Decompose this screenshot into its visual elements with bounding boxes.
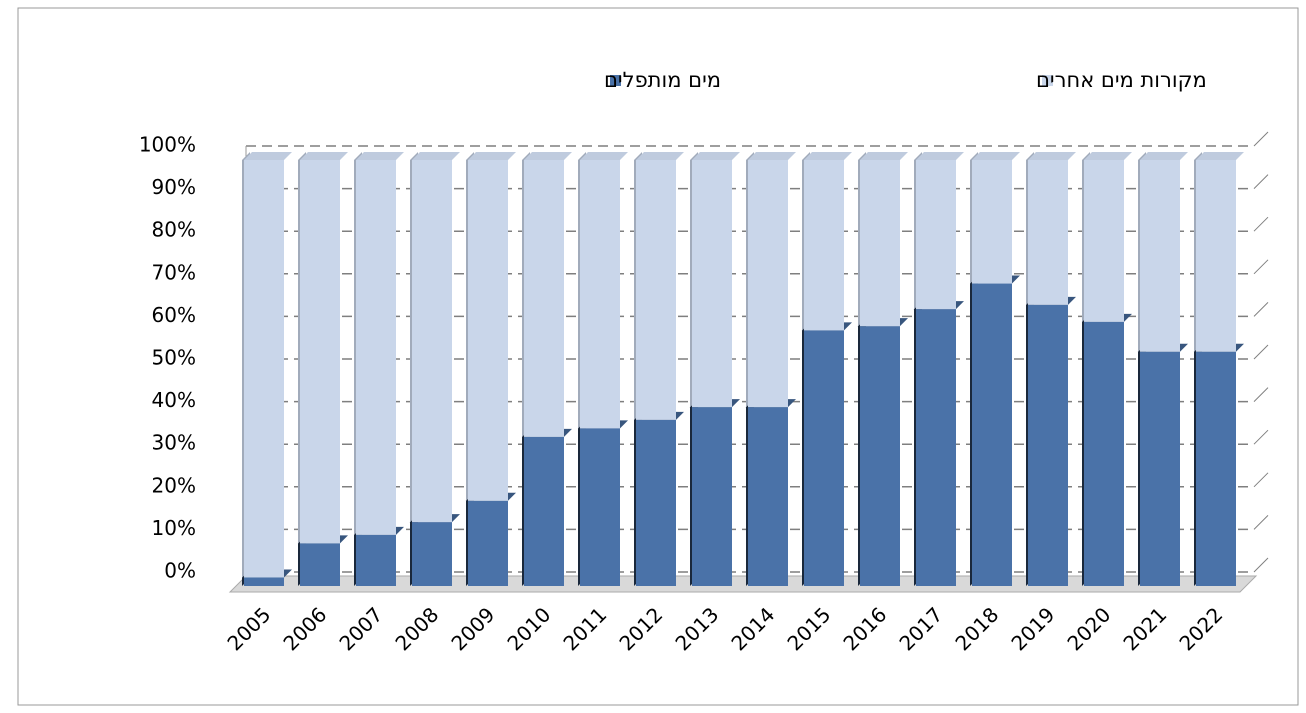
y-tick-label: 60%	[152, 303, 196, 327]
y-tick-label: 90%	[152, 175, 196, 199]
grid-line-side	[1253, 259, 1269, 275]
bar-top	[244, 152, 292, 160]
bar	[748, 160, 788, 408]
bar	[972, 160, 1012, 284]
bar	[580, 428, 620, 586]
bar	[300, 160, 340, 544]
bar-top	[580, 152, 628, 160]
bar-top	[1084, 152, 1132, 160]
bar-top	[1140, 152, 1188, 160]
bar-top	[692, 152, 740, 160]
bar	[468, 160, 508, 501]
legend-swatch	[610, 75, 621, 86]
y-tick-label: 40%	[152, 388, 196, 412]
bar-top	[1196, 152, 1244, 160]
bar	[412, 160, 452, 523]
y-tick-label: 100%	[139, 133, 196, 157]
grid-line-side	[1253, 174, 1269, 189]
y-tick-label: 10%	[152, 516, 196, 540]
y-tick-label: 50%	[152, 346, 196, 370]
bar	[972, 283, 1012, 586]
bar	[748, 407, 788, 586]
bar-top	[972, 152, 1020, 160]
grid-line-side	[1253, 216, 1269, 232]
bar	[356, 160, 396, 535]
bar-top	[636, 152, 684, 160]
bar-top	[860, 152, 908, 160]
bar	[244, 577, 284, 586]
bar-top	[524, 152, 572, 160]
bar	[1028, 160, 1068, 305]
bar	[692, 407, 732, 586]
bar	[1196, 351, 1236, 586]
bar-top	[468, 152, 516, 160]
bar-top	[1028, 152, 1076, 160]
legend-swatch	[1042, 75, 1053, 86]
legend-label: מקורות מים אחרים	[1036, 68, 1207, 92]
y-tick-label: 30%	[152, 431, 196, 455]
bar	[1028, 304, 1068, 586]
bar	[356, 534, 396, 586]
grid-line-side	[1253, 472, 1269, 488]
bar	[412, 522, 452, 586]
bar-top	[916, 152, 964, 160]
bar	[1084, 160, 1124, 322]
grid-line-side	[1253, 429, 1269, 445]
bar	[636, 160, 676, 420]
grid-line-side	[1253, 557, 1269, 573]
bar-top	[748, 152, 796, 160]
grid-line-side	[1253, 131, 1269, 147]
bar-top	[356, 152, 404, 160]
bar-top	[300, 152, 348, 160]
bar	[916, 160, 956, 310]
grid-line-side	[1253, 515, 1269, 530]
bar	[524, 436, 564, 586]
bar	[244, 160, 284, 578]
bar	[524, 160, 564, 437]
bar	[1140, 160, 1180, 352]
bar	[580, 160, 620, 429]
bar	[860, 326, 900, 586]
legend-label: מים מותפלים	[604, 68, 721, 92]
bar	[692, 160, 732, 408]
bar	[468, 500, 508, 586]
grid-line-side	[1253, 344, 1269, 360]
y-tick-label: 80%	[152, 218, 196, 242]
y-tick-label: 20%	[152, 473, 196, 497]
bar	[804, 160, 844, 331]
grid-line-side	[1253, 302, 1269, 317]
y-tick-label: 70%	[152, 260, 196, 284]
bar	[860, 160, 900, 327]
bar	[300, 543, 340, 586]
bar	[1140, 351, 1180, 586]
bar	[1196, 160, 1236, 352]
bar-top	[804, 152, 852, 160]
bar-top	[412, 152, 460, 160]
bar	[804, 330, 844, 586]
bar	[1084, 321, 1124, 586]
grid-line-side	[1253, 387, 1269, 402]
bar	[916, 309, 956, 586]
y-tick-label: 0%	[164, 559, 196, 583]
legend: מים מותפלים מקורות מים אחרים	[604, 68, 1207, 92]
bar	[636, 419, 676, 586]
